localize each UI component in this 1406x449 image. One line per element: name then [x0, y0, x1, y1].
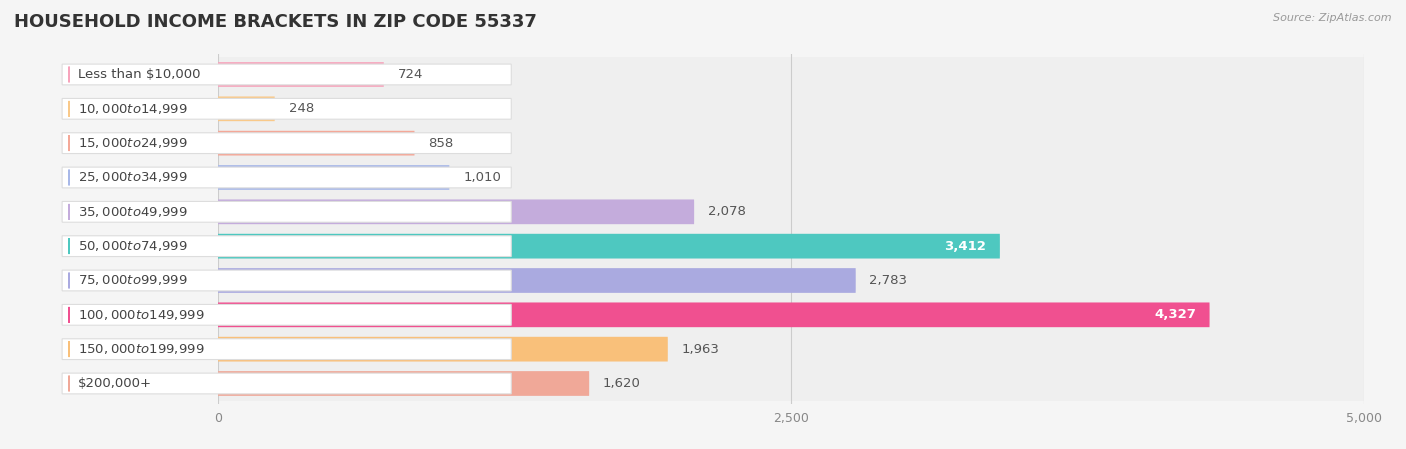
FancyBboxPatch shape	[62, 270, 512, 291]
FancyBboxPatch shape	[218, 97, 274, 121]
FancyBboxPatch shape	[218, 57, 1364, 92]
Text: 1,620: 1,620	[603, 377, 641, 390]
FancyBboxPatch shape	[218, 298, 1364, 332]
FancyBboxPatch shape	[218, 371, 589, 396]
FancyBboxPatch shape	[218, 234, 1000, 259]
Text: $200,000+: $200,000+	[79, 377, 152, 390]
FancyBboxPatch shape	[218, 332, 1364, 366]
FancyBboxPatch shape	[62, 373, 512, 394]
Text: $50,000 to $74,999: $50,000 to $74,999	[79, 239, 188, 253]
Text: $150,000 to $199,999: $150,000 to $199,999	[79, 342, 205, 356]
FancyBboxPatch shape	[218, 165, 450, 190]
FancyBboxPatch shape	[62, 304, 512, 325]
Text: 724: 724	[398, 68, 423, 81]
FancyBboxPatch shape	[62, 64, 512, 85]
FancyBboxPatch shape	[218, 337, 668, 361]
Text: 2,783: 2,783	[869, 274, 907, 287]
FancyBboxPatch shape	[218, 160, 1364, 195]
FancyBboxPatch shape	[62, 98, 512, 119]
Text: $15,000 to $24,999: $15,000 to $24,999	[79, 136, 188, 150]
FancyBboxPatch shape	[62, 133, 512, 154]
Text: $10,000 to $14,999: $10,000 to $14,999	[79, 102, 188, 116]
Text: 2,078: 2,078	[707, 205, 745, 218]
FancyBboxPatch shape	[218, 268, 856, 293]
FancyBboxPatch shape	[218, 126, 1364, 160]
Text: 1,010: 1,010	[463, 171, 501, 184]
Text: 248: 248	[288, 102, 314, 115]
FancyBboxPatch shape	[218, 62, 384, 87]
Text: $75,000 to $99,999: $75,000 to $99,999	[79, 273, 188, 287]
Text: $25,000 to $34,999: $25,000 to $34,999	[79, 171, 188, 185]
FancyBboxPatch shape	[218, 366, 1364, 401]
FancyBboxPatch shape	[218, 195, 1364, 229]
Text: $100,000 to $149,999: $100,000 to $149,999	[79, 308, 205, 322]
FancyBboxPatch shape	[218, 131, 415, 155]
FancyBboxPatch shape	[218, 199, 695, 224]
FancyBboxPatch shape	[62, 339, 512, 360]
FancyBboxPatch shape	[218, 303, 1209, 327]
FancyBboxPatch shape	[62, 202, 512, 222]
FancyBboxPatch shape	[62, 236, 512, 256]
Text: Source: ZipAtlas.com: Source: ZipAtlas.com	[1274, 13, 1392, 23]
Text: HOUSEHOLD INCOME BRACKETS IN ZIP CODE 55337: HOUSEHOLD INCOME BRACKETS IN ZIP CODE 55…	[14, 13, 537, 31]
Text: $35,000 to $49,999: $35,000 to $49,999	[79, 205, 188, 219]
Text: 858: 858	[429, 136, 454, 150]
Text: 4,327: 4,327	[1154, 308, 1197, 321]
FancyBboxPatch shape	[218, 229, 1364, 263]
FancyBboxPatch shape	[218, 263, 1364, 298]
Text: 3,412: 3,412	[945, 240, 986, 253]
Text: 1,963: 1,963	[682, 343, 720, 356]
FancyBboxPatch shape	[62, 167, 512, 188]
FancyBboxPatch shape	[218, 92, 1364, 126]
Text: Less than $10,000: Less than $10,000	[79, 68, 201, 81]
